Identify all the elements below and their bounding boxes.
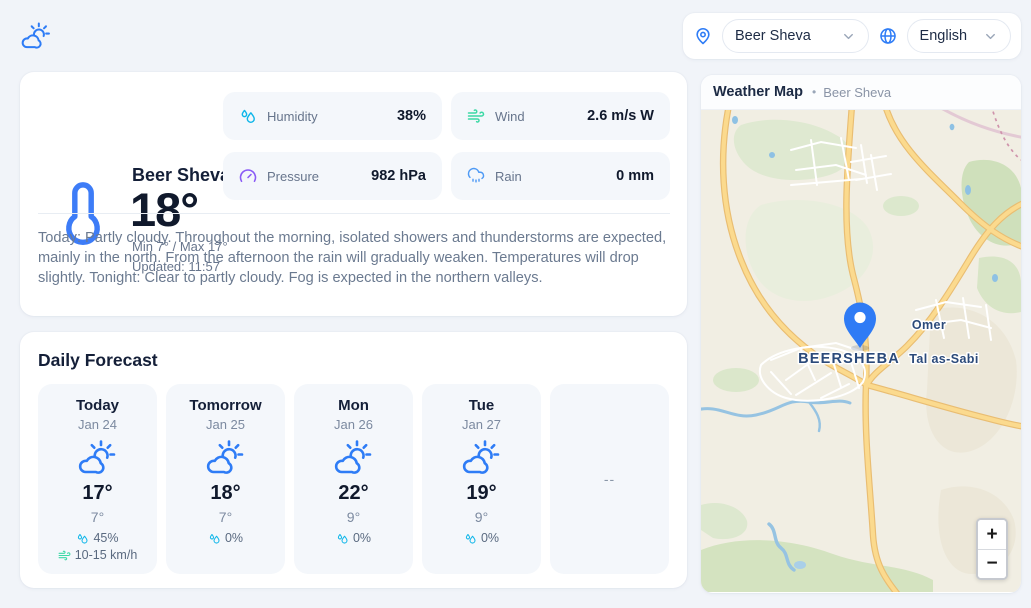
weather-map-card: Weather Map • Beer Sheva: [701, 75, 1021, 593]
day-label: Mon: [338, 397, 369, 414]
daily-forecast-title: Daily Forecast: [38, 350, 158, 370]
day-date: Jan 26: [333, 417, 374, 432]
map-canvas[interactable]: BEERSHEBA Omer Tal as-Sabi + −: [701, 110, 1021, 592]
language-select-value: English: [919, 28, 968, 44]
location-select[interactable]: Beer Sheva: [722, 19, 869, 53]
cloud-sun-icon: [78, 439, 118, 475]
stat-pressure: Pressure 982 hPa: [223, 152, 442, 200]
day-humidity: 0%: [224, 531, 244, 545]
divider: [38, 213, 670, 214]
cloud-sun-icon: [462, 439, 502, 475]
forecast-tiles-row: Today Jan 24 17° 7° 45% 10-15 km/h Tomor…: [38, 384, 669, 574]
wind-icon: [58, 549, 71, 562]
day-label: Today: [75, 397, 120, 414]
stat-rain: Rain 0 mm: [451, 152, 670, 200]
zoom-in-button[interactable]: +: [978, 520, 1006, 549]
stat-label: Pressure: [267, 168, 320, 184]
pressure-gauge-icon: [239, 167, 257, 185]
map-label-beersheba: BEERSHEBA: [798, 351, 900, 367]
forecast-day-today[interactable]: Today Jan 24 17° 7° 45% 10-15 km/h: [38, 384, 157, 574]
bullet-separator: •: [811, 85, 817, 99]
stat-label: Rain: [495, 168, 522, 184]
day-humidity: 0%: [352, 531, 372, 545]
daily-forecast-card: Daily Forecast Today Jan 24 17° 7° 45% 1…: [20, 332, 687, 588]
droplet-icon: [336, 532, 349, 545]
stat-label: Wind: [495, 108, 525, 124]
chevron-down-icon: [841, 29, 856, 44]
weather-map-header: Weather Map • Beer Sheva: [701, 75, 1021, 110]
stat-label: Humidity: [267, 108, 318, 124]
current-weather-card: Beer Sheva 18° Min 7° / Max 17° Updated:…: [20, 72, 687, 316]
cloud-sun-icon: [334, 439, 374, 475]
current-city: Beer Sheva: [132, 165, 231, 185]
weather-map-title: Weather Map: [713, 84, 803, 100]
stat-value: 982 hPa: [371, 168, 426, 184]
day-max-temp: 18°: [210, 482, 241, 504]
day-min-temp: 7°: [90, 509, 105, 525]
language-select[interactable]: English: [906, 19, 1011, 53]
day-max-temp: 22°: [338, 482, 369, 504]
day-label: Tue: [468, 397, 495, 414]
updated-time: Updated: 11:57: [132, 259, 220, 274]
forecast-day-tomorrow[interactable]: Tomorrow Jan 25 18° 7° 0%: [166, 384, 285, 574]
weather-description: Today: Partly cloudy. Throughout the mor…: [38, 230, 667, 286]
location-pin-icon: [693, 26, 713, 46]
day-min-temp: 7°: [218, 509, 233, 525]
chevron-down-icon: [983, 29, 998, 44]
map-label-tal-as-sabi: Tal as-Sabi: [909, 352, 978, 366]
map-marker-pin[interactable]: [844, 302, 876, 352]
forecast-day-placeholder: --: [550, 384, 669, 574]
stat-wind: Wind 2.6 m/s W: [451, 92, 670, 140]
day-wind: 10-15 km/h: [74, 548, 138, 562]
map-zoom-controls: + −: [976, 518, 1008, 580]
location-select-value: Beer Sheva: [735, 28, 811, 44]
forecast-day-tue[interactable]: Tue Jan 27 19° 9° 0%: [422, 384, 541, 574]
forecast-day-mon[interactable]: Mon Jan 26 22° 9° 0%: [294, 384, 413, 574]
droplet-icon: [208, 532, 221, 545]
day-label: Tomorrow: [189, 397, 262, 414]
droplet-icon: [464, 532, 477, 545]
day-date: Jan 24: [77, 417, 118, 432]
rain-cloud-icon: [467, 167, 485, 185]
zoom-out-button[interactable]: −: [978, 549, 1006, 578]
wind-icon: [467, 107, 485, 125]
stat-value: 38%: [396, 108, 426, 124]
min-max-temperature: Min 7° / Max 17°: [132, 239, 228, 254]
placeholder-dash: --: [603, 471, 616, 487]
day-humidity: 0%: [480, 531, 500, 545]
day-max-temp: 17°: [82, 482, 113, 504]
stat-value: 2.6 m/s W: [587, 108, 654, 124]
droplet-icon: [76, 532, 89, 545]
map-image: BEERSHEBA Omer Tal as-Sabi: [701, 110, 1021, 592]
humidity-icon: [239, 107, 257, 125]
globe-icon: [878, 26, 898, 46]
current-stats-grid: Humidity 38% Wind 2.6 m/s W Pressure 982…: [223, 92, 670, 200]
stat-value: 0 mm: [616, 168, 654, 184]
current-temperature: 18°: [130, 183, 199, 236]
day-min-temp: 9°: [346, 509, 361, 525]
map-label-omer: Omer: [912, 318, 946, 332]
day-date: Jan 25: [205, 417, 246, 432]
day-humidity: 45%: [93, 531, 119, 545]
stat-humidity: Humidity 38%: [223, 92, 442, 140]
day-max-temp: 19°: [466, 482, 497, 504]
weather-map-location: Beer Sheva: [823, 84, 892, 100]
topbar-controls: Beer Sheva English: [683, 13, 1021, 59]
app-logo-cloud-sun-icon: [21, 20, 52, 51]
day-date: Jan 27: [461, 417, 502, 432]
day-min-temp: 9°: [474, 509, 489, 525]
cloud-sun-icon: [206, 439, 246, 475]
